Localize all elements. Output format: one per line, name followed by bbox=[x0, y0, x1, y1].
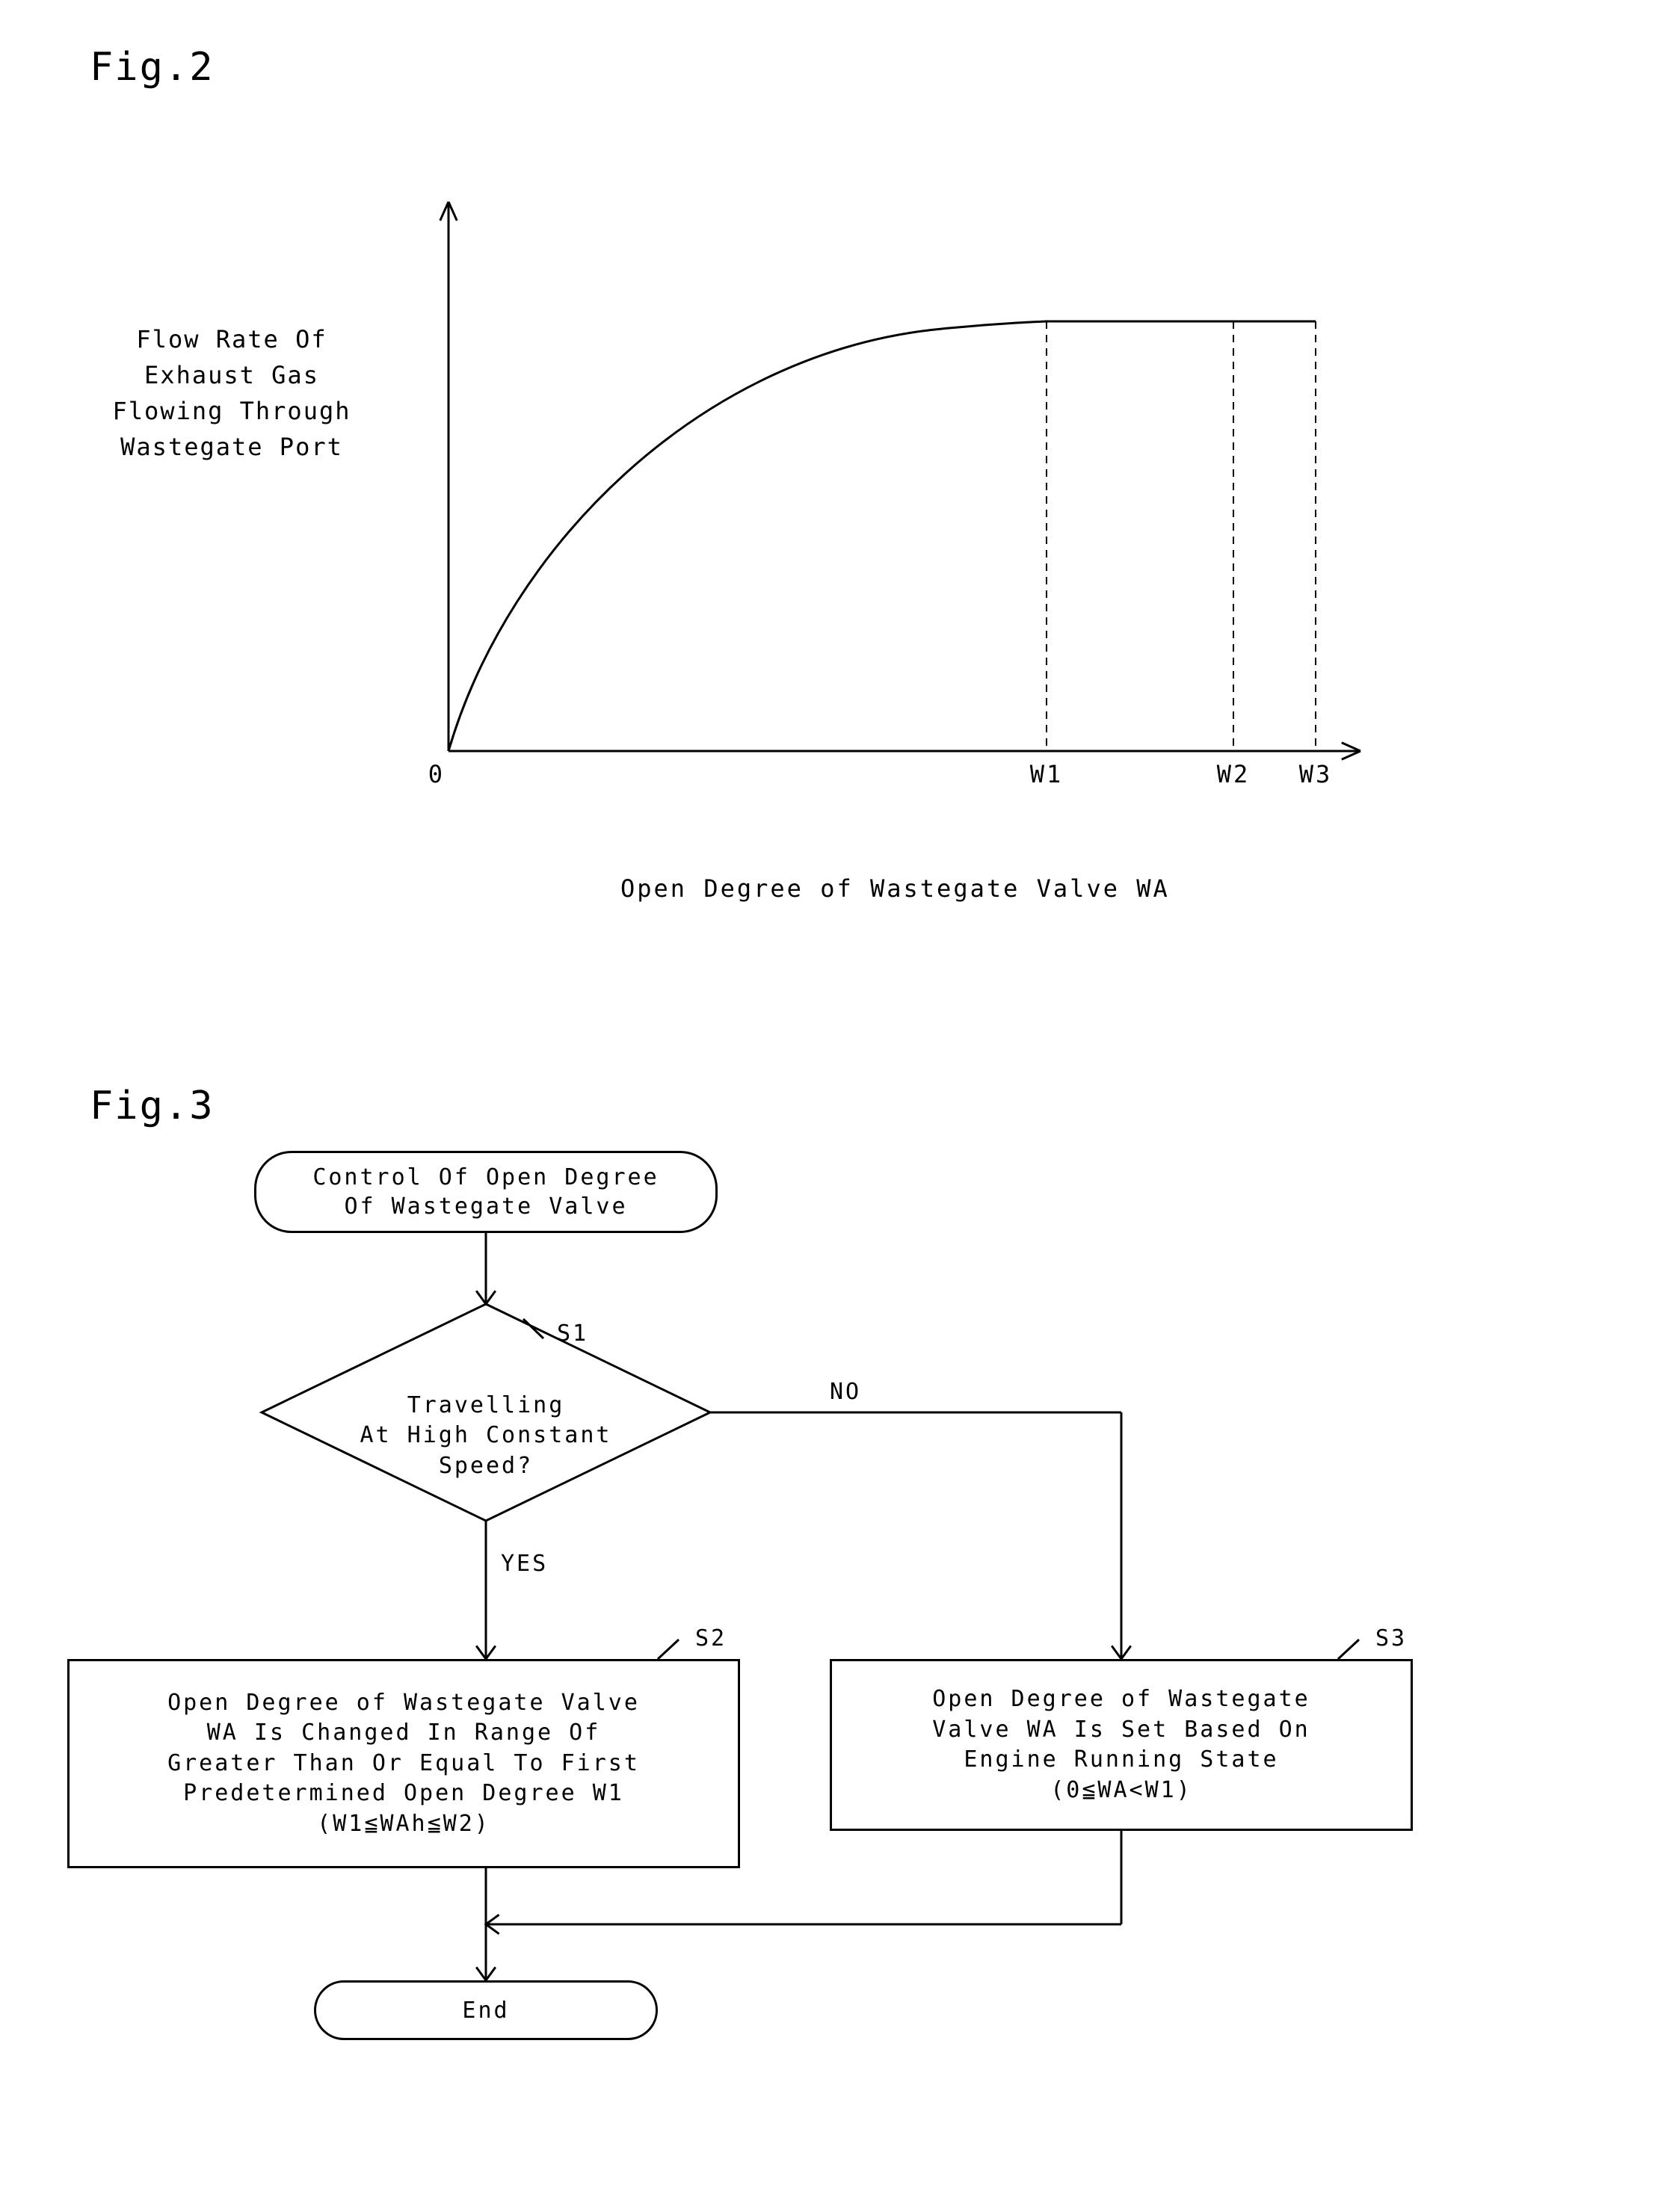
no-label: NO bbox=[830, 1379, 861, 1405]
flow-start-text: Control Of Open Degree Of Wastegate Valv… bbox=[312, 1163, 659, 1221]
fig2-chart: 0 W1 W2 W3 bbox=[419, 172, 1390, 807]
flow-start: Control Of Open Degree Of Wastegate Valv… bbox=[254, 1151, 718, 1233]
fig3-container: Control Of Open Degree Of Wastegate Valv… bbox=[60, 1151, 1555, 2122]
s1-label: S1 bbox=[557, 1320, 588, 1347]
fig2-container: Flow Rate Of Exhaust Gas Flowing Through… bbox=[60, 112, 1480, 1009]
flow-s2-box: Open Degree of Wastegate Valve WA Is Cha… bbox=[67, 1659, 740, 1868]
svg-text:0: 0 bbox=[428, 760, 445, 788]
svg-text:W2: W2 bbox=[1217, 760, 1251, 788]
svg-text:W3: W3 bbox=[1299, 760, 1333, 788]
yes-label: YES bbox=[501, 1551, 548, 1577]
decision-content: Travelling At High Constant Speed? bbox=[360, 1392, 612, 1479]
fig3-label: Fig.3 bbox=[90, 1084, 1598, 1128]
s2-label: S2 bbox=[695, 1625, 727, 1652]
flow-decision-text: Travelling At High Constant Speed? bbox=[351, 1360, 620, 1481]
fig2-x-axis-label: Open Degree of Wastegate Valve WA bbox=[620, 874, 1170, 903]
flow-end-text: End bbox=[462, 1996, 509, 2025]
fig2-label: Fig.2 bbox=[90, 45, 1598, 90]
fig3-flow-lines bbox=[60, 1151, 1555, 2122]
s2-text: Open Degree of Wastegate Valve WA Is Cha… bbox=[167, 1688, 640, 1840]
svg-text:W1: W1 bbox=[1030, 760, 1064, 788]
fig2-y-axis-label: Flow Rate Of Exhaust Gas Flowing Through… bbox=[75, 321, 389, 465]
s3-text: Open Degree of Wastegate Valve WA Is Set… bbox=[932, 1684, 1310, 1805]
flow-end: End bbox=[314, 1980, 658, 2040]
s3-label: S3 bbox=[1375, 1625, 1407, 1652]
flow-s3-box: Open Degree of Wastegate Valve WA Is Set… bbox=[830, 1659, 1413, 1831]
